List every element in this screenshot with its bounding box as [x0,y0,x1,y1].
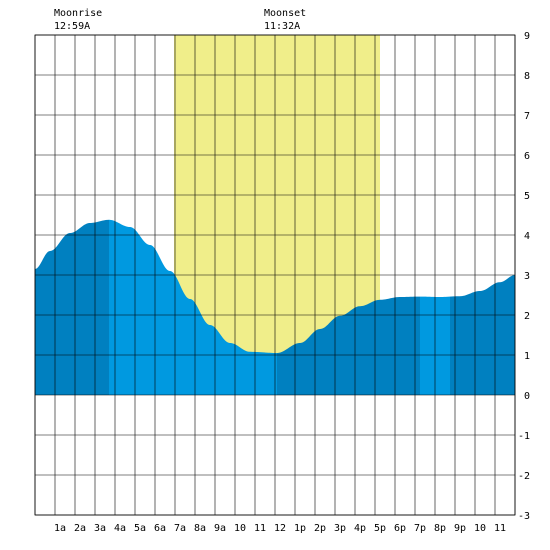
tide-band-2 [277,296,420,395]
x-tick-label: 4p [354,523,366,534]
x-tick-label: 4a [114,523,126,534]
x-tick-label: 1a [54,523,66,534]
y-tick-label: -1 [518,431,530,442]
x-tick-label: 2p [314,523,326,534]
moonset-time: 11:32A [264,21,300,32]
x-tick-label: 6p [394,523,406,534]
x-tick-label: 3p [334,523,346,534]
plot-border [34,34,516,516]
x-tick-label: 2a [74,523,86,534]
x-tick-label: 1p [294,523,306,534]
y-tick-label: 0 [524,391,530,402]
x-tick-label: 5p [374,523,386,534]
y-tick-label: 1 [524,351,530,362]
moonset-label: Moonset [264,8,306,19]
grid [34,34,516,516]
x-tick-label: 10 [474,523,486,534]
y-tick-label: -2 [518,471,530,482]
y-tick-label: 3 [524,271,530,282]
x-tick-label: 9p [454,523,466,534]
moonrise-label: Moonrise [54,8,102,19]
y-tick-label: 4 [524,231,530,242]
y-tick-label: 2 [524,311,530,322]
tide-band-0 [35,219,109,395]
x-tick-label: 7a [174,523,186,534]
x-axis-ticks: 1a 2a 3a 4a 5a 6a 7a 8a 9a 10 11 12 1p 2p 3p 4p 5p 6p 7p 8p… [54,523,506,534]
x-tick-label: 6a [154,523,166,534]
y-tick-label: 9 [524,31,530,42]
x-tick-label: 8p [434,523,446,534]
x-tick-label: 8a [194,523,206,534]
moonrise-time: 12:59A [54,21,90,32]
x-tick-label: 7p [414,523,426,534]
y-tick-label: 7 [524,111,530,122]
tide-band-4 [450,275,515,395]
x-tick-label: 5a [134,523,146,534]
x-tick-label: 10 [234,523,246,534]
x-tick-label: 12 [274,523,286,534]
y-axis-ticks: -3 -2 -1 0 1 2 3 4 5 6 7 8 9 [518,31,530,522]
y-tick-label: 6 [524,151,530,162]
x-tick-label: 11 [494,523,506,534]
y-tick-label: -3 [518,511,530,522]
y-tick-label: 5 [524,191,530,202]
x-tick-label: 3a [94,523,106,534]
x-tick-label: 9a [214,523,226,534]
moon-annotations: Moonrise 12:59A Moonset 11:32A [54,8,306,32]
y-tick-label: 8 [524,71,530,82]
x-tick-label: 11 [254,523,266,534]
